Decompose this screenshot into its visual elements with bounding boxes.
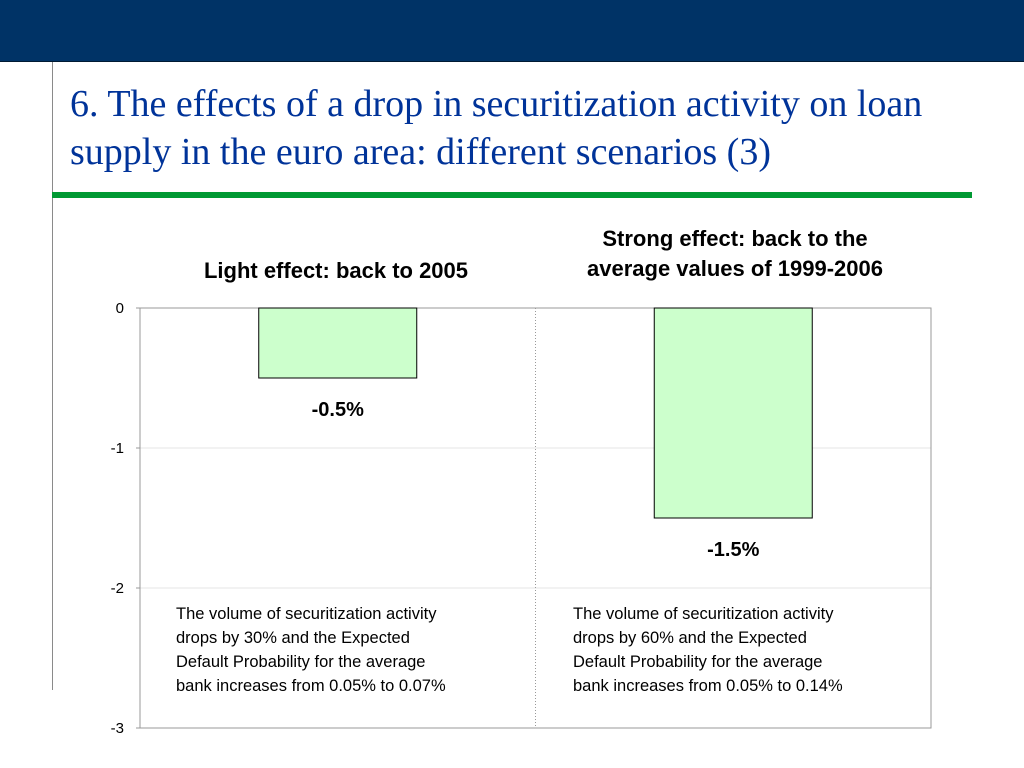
annotation-light: The volume of securitization activity dr…: [176, 605, 446, 695]
y-tick-label-2: -2: [111, 580, 124, 597]
y-tick-label-0: 0: [116, 300, 124, 317]
data-label-1: -1.5%: [707, 539, 759, 561]
bar-1: [653, 307, 813, 519]
annotation-strong: The volume of securitization activity dr…: [573, 605, 843, 695]
category-label-strong: Strong effect: back to the average value…: [587, 226, 883, 281]
y-tick-label-1: -1: [111, 440, 124, 457]
category-label-light: Light effect: back to 2005: [203, 258, 469, 283]
title-underline: [52, 192, 972, 198]
y-tick-label-3: -3: [111, 720, 124, 737]
data-label-0: -0.5%: [312, 399, 364, 421]
bar-0: [258, 307, 418, 379]
header-bar: [0, 0, 1024, 62]
slide-title: 6. The effects of a drop in securitizati…: [70, 83, 923, 173]
left-divider: [52, 62, 53, 690]
